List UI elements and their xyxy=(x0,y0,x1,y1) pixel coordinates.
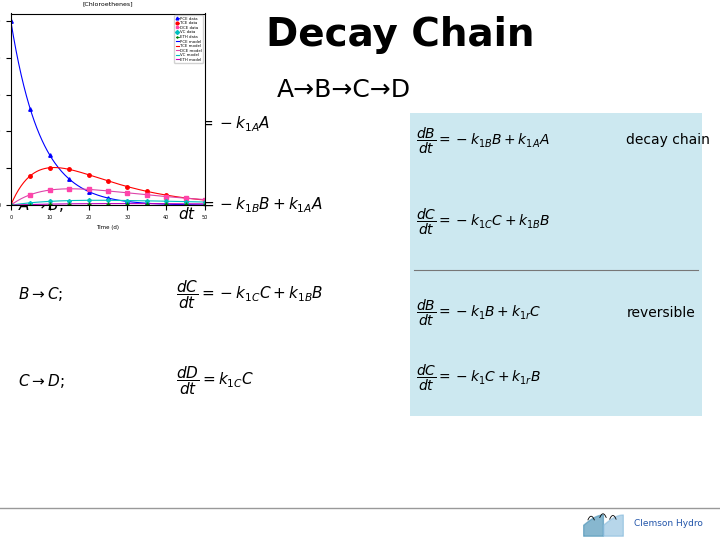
Text: $\dfrac{dC}{dt} = -k_{1C}C + k_{1B}B$: $\dfrac{dC}{dt} = -k_{1C}C + k_{1B}B$ xyxy=(416,206,551,237)
Legend: PCE data, TCE data, DCE data, VC data, ETH data, PCE model, TCE model, DCE model: PCE data, TCE data, DCE data, VC data, E… xyxy=(174,16,203,63)
Text: Clemson Hydro: Clemson Hydro xyxy=(634,519,703,528)
Title: [Chloroethenes]: [Chloroethenes] xyxy=(83,1,133,6)
Text: A→B→C→D: A→B→C→D xyxy=(277,78,411,102)
Text: decay chain: decay chain xyxy=(626,133,710,147)
Text: $C \rightarrow D;$: $C \rightarrow D;$ xyxy=(18,372,65,390)
Text: $\dfrac{dB}{dt} = -k_{1B}B + k_{1A}A$: $\dfrac{dB}{dt} = -k_{1B}B + k_{1A}A$ xyxy=(416,125,550,156)
Text: $\dfrac{dC}{dt} = -k_{1C}C + k_{1B}B$: $\dfrac{dC}{dt} = -k_{1C}C + k_{1B}B$ xyxy=(176,278,324,310)
Text: $\dfrac{dA}{dt} = -k_{1A}A$: $\dfrac{dA}{dt} = -k_{1A}A$ xyxy=(176,108,271,140)
Text: $\dfrac{dB}{dt} = -k_{1B}B + k_{1A}A$: $\dfrac{dB}{dt} = -k_{1B}B + k_{1A}A$ xyxy=(176,189,323,221)
Text: $\dfrac{dD}{dt} = k_{1C}C$: $\dfrac{dD}{dt} = k_{1C}C$ xyxy=(176,364,255,397)
Text: $\dfrac{dB}{dt} = -k_1B + k_{1r}C$: $\dfrac{dB}{dt} = -k_1B + k_{1r}C$ xyxy=(416,298,541,328)
X-axis label: Time (d): Time (d) xyxy=(96,226,120,231)
FancyBboxPatch shape xyxy=(410,113,702,416)
Text: $\dfrac{dC}{dt} = -k_1C + k_{1r}B$: $\dfrac{dC}{dt} = -k_1C + k_{1r}B$ xyxy=(416,363,541,393)
Text: decay of $A$: decay of $A$ xyxy=(18,114,99,134)
Text: $B \rightarrow C;$: $B \rightarrow C;$ xyxy=(18,285,63,303)
Text: reversible: reversible xyxy=(626,306,695,320)
Text: Decay Chain: Decay Chain xyxy=(266,16,535,54)
Text: $A \rightarrow B;$: $A \rightarrow B;$ xyxy=(18,196,64,214)
